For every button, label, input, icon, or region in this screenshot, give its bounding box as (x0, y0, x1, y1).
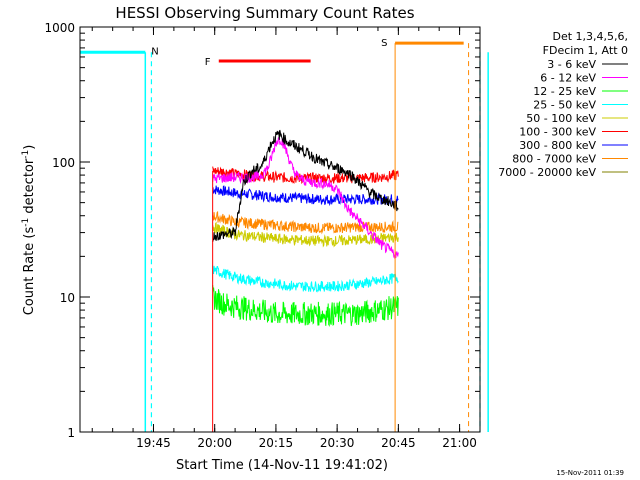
legend-header: Det 1,3,4,5,6, (552, 30, 628, 43)
legend-label: 100 - 300 keV (519, 126, 596, 139)
legend-label: 25 - 50 keV (533, 99, 596, 112)
legend: Det 1,3,4,5,6,FDecim 1, Att 03 - 6 keV6 … (498, 30, 628, 179)
flare-flag-label: F (205, 57, 211, 68)
series-layer (212, 129, 399, 432)
x-axis: 19:45 20:00 20:15 20:30 20:45 21:00 (91, 27, 477, 450)
plot-frame (79, 26, 481, 433)
series-line (212, 210, 399, 235)
series-line (212, 129, 399, 242)
y-tick-label: 10 (60, 291, 75, 305)
legend-label: 3 - 6 keV (547, 58, 596, 71)
legend-label: 50 - 100 keV (526, 112, 596, 125)
x-tick-label: 20:00 (197, 436, 232, 450)
y-axis: 1 10 100 1000 (44, 21, 480, 440)
series-line (212, 285, 399, 327)
y-tick-label: 100 (52, 156, 75, 170)
y-tick-label: 1 (67, 426, 75, 440)
y-tick-label: 1000 (44, 21, 75, 35)
legend-label: 800 - 7000 keV (512, 153, 596, 166)
x-tick-label: 21:00 (442, 436, 477, 450)
x-tick-label: 19:45 (136, 436, 171, 450)
y-axis-label: Count Rate (s-1 detector-1) (21, 145, 37, 316)
x-tick-label: 20:15 (259, 436, 294, 450)
x-axis-label: Start Time (14-Nov-11 19:41:02) (176, 458, 388, 473)
legend-label: 300 - 800 keV (519, 139, 596, 152)
series-line (212, 221, 399, 248)
series-line (212, 265, 399, 293)
legend-label: 12 - 25 keV (533, 85, 596, 98)
saa-flag-label: S (381, 38, 387, 49)
x-tick-label: 20:45 (381, 436, 416, 450)
series-line (212, 185, 399, 207)
x-tick-label: 20:30 (320, 436, 355, 450)
chart-title: HESSI Observing Summary Count Rates (115, 4, 414, 22)
night-flag-label: N (151, 46, 158, 57)
footer-date: 15-Nov-2011 01:39 (556, 469, 624, 477)
legend-label: 6 - 12 keV (540, 72, 596, 85)
legend-header: FDecim 1, Att 0 (543, 44, 628, 57)
series-line (212, 166, 399, 186)
legend-label: 7000 - 20000 keV (498, 166, 596, 179)
